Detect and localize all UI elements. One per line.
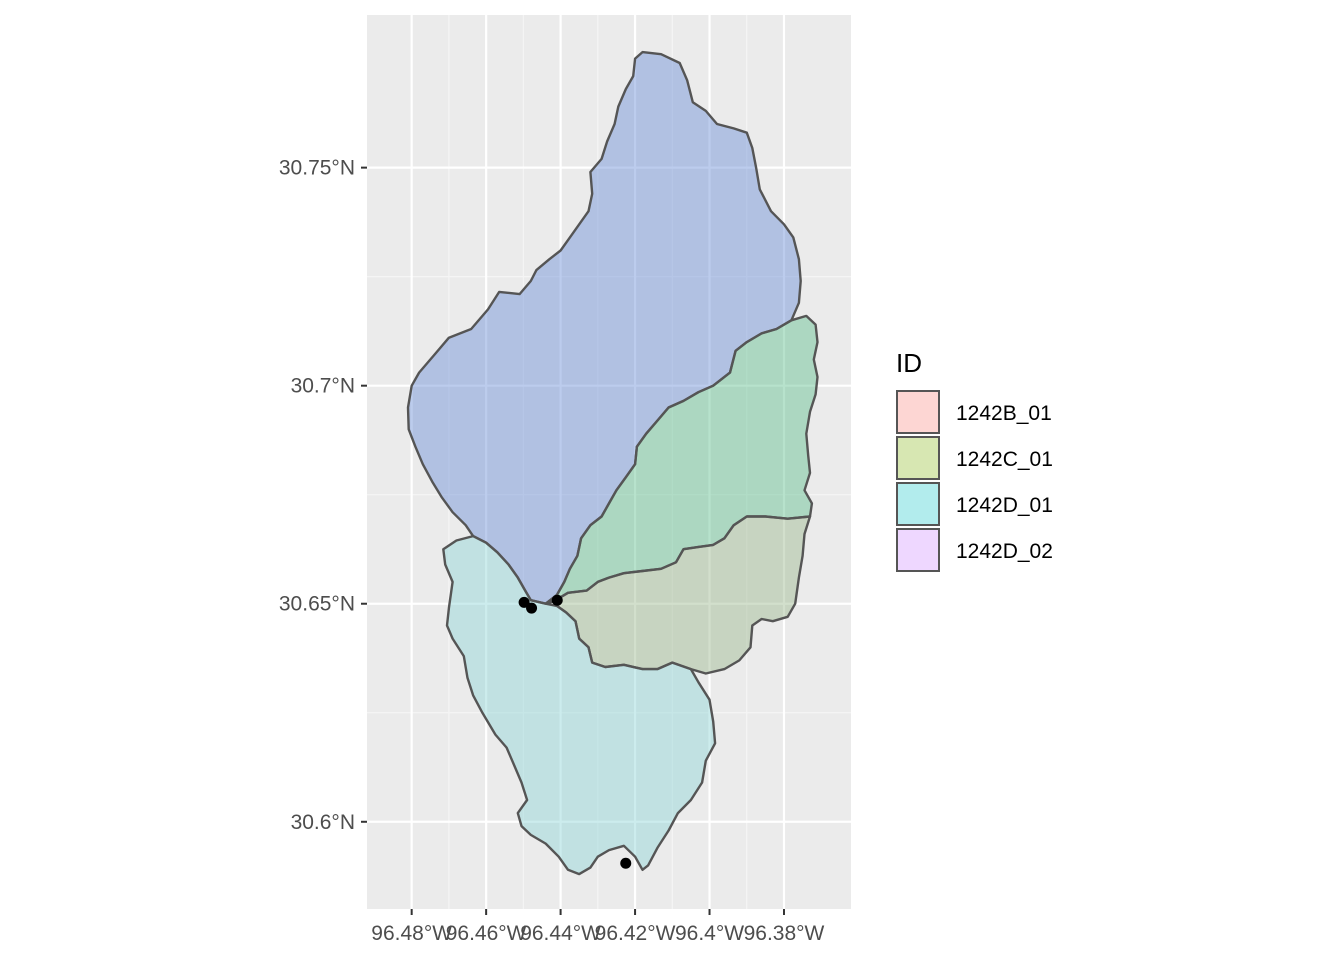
legend-key xyxy=(896,528,940,572)
outlet-point xyxy=(620,857,632,869)
y-tick-label: 30.75°N xyxy=(279,157,355,180)
x-tick-label: 96.4°W xyxy=(675,922,744,945)
watershed-polygons xyxy=(406,50,819,876)
outlet-point xyxy=(518,596,530,608)
y-tick-label: 30.6°N xyxy=(291,811,355,834)
legend-key xyxy=(896,482,940,526)
x-tick-label: 96.48°W xyxy=(371,922,452,945)
x-tick-label: 96.46°W xyxy=(446,922,527,945)
axes: 96.48°W96.46°W96.44°W96.42°W 96.4°W 96.38°… xyxy=(279,157,825,945)
y-tick-label: 30.65°N xyxy=(279,593,355,616)
legend-title: ID xyxy=(896,348,922,378)
outlet-points xyxy=(518,594,632,869)
legend-key xyxy=(896,390,940,434)
legend-key xyxy=(896,436,940,480)
legend-label: 1242D_02 xyxy=(956,540,1053,563)
legend-label: 1242D_01 xyxy=(956,494,1053,517)
x-tick-label: 96.42°W xyxy=(595,922,676,945)
plot-panel xyxy=(367,15,851,909)
x-tick-label: 96.44°W xyxy=(520,922,601,945)
legend-label: 1242C_01 xyxy=(956,448,1053,471)
y-tick-label: 30.7°N xyxy=(291,375,355,398)
legend-label: 1242B_01 xyxy=(956,402,1052,425)
watershed-1242D_01 xyxy=(442,534,717,876)
outlet-point xyxy=(526,602,538,614)
x-tick-label: 96.38°W xyxy=(744,922,825,945)
legend: ID 1242B_01 1242C_01 1242D_01 1242D_02 xyxy=(896,348,1053,572)
outlet-point xyxy=(551,594,563,606)
